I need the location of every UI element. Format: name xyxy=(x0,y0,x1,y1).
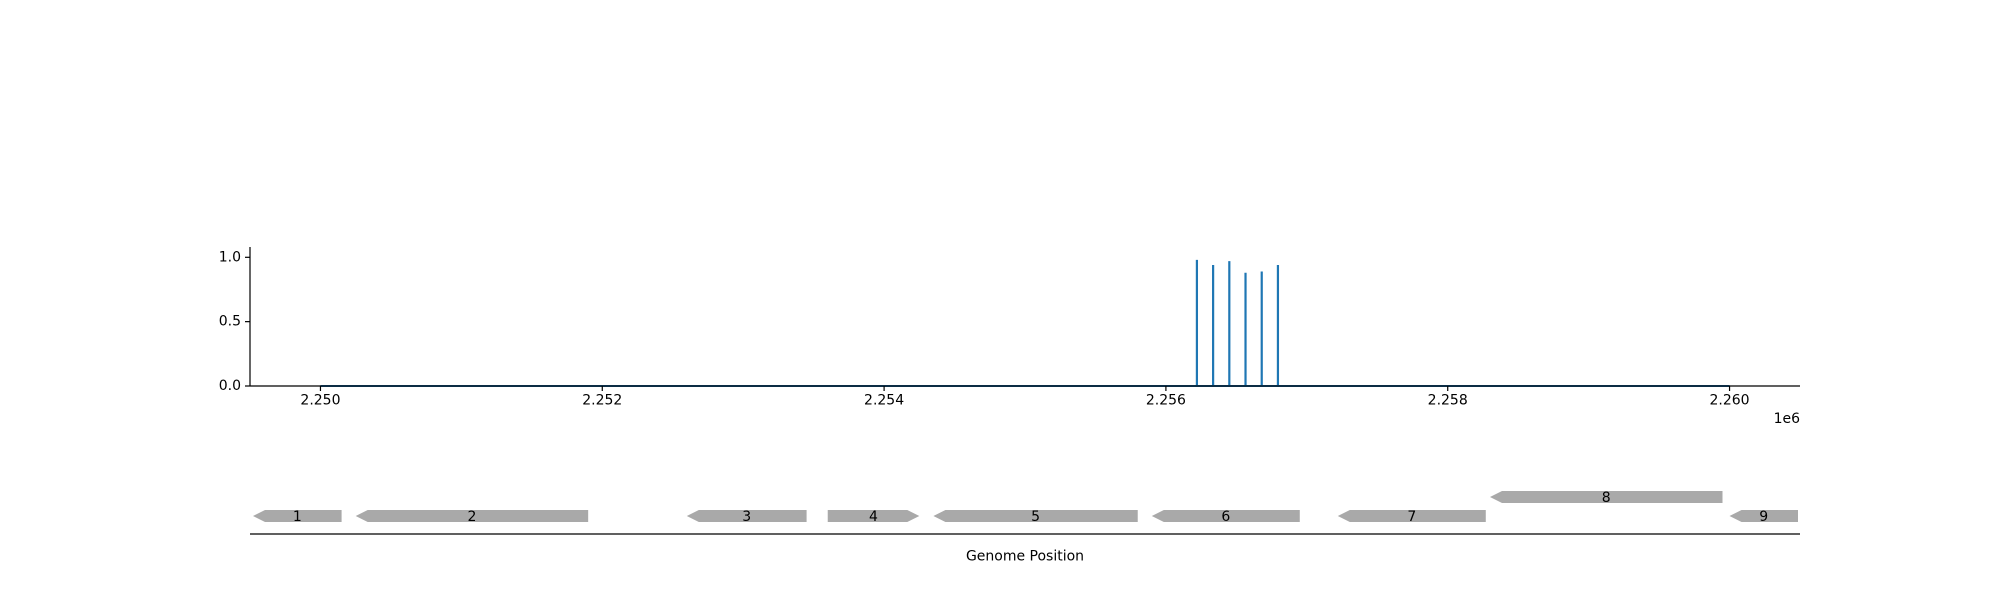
gene-4-arrow xyxy=(827,510,920,522)
gene-8-arrow xyxy=(1490,491,1723,503)
x-ticks: 2.250 2.252 2.254 2.256 2.258 2.260 xyxy=(300,386,1750,409)
x-tick-label: 2.256 xyxy=(1146,393,1186,409)
gene-2-label: 2 xyxy=(467,509,476,525)
x-tick-label: 2.260 xyxy=(1709,393,1749,409)
gene-2-arrow xyxy=(355,510,589,522)
gene-5-arrow xyxy=(933,510,1138,522)
gene-6-arrow xyxy=(1151,510,1300,522)
gene-7-arrow xyxy=(1337,510,1486,522)
gene-7-label: 7 xyxy=(1407,509,1416,525)
coverage-plot: 2.250 2.252 2.254 2.256 2.258 2.260 0.0 0.5 1.0… xyxy=(219,247,1800,427)
y-tick-label: 0.0 xyxy=(219,378,241,394)
gene-8-label: 8 xyxy=(1602,490,1611,506)
gene-6-label: 6 xyxy=(1221,509,1230,525)
gene-5-label: 5 xyxy=(1031,509,1040,525)
gene-3-arrow xyxy=(686,510,807,522)
gene-1-label: 1 xyxy=(293,509,302,525)
x-tick-label: 2.254 xyxy=(864,393,904,409)
genes-group: 1 2 3 4 5 6 7 8 9 xyxy=(253,490,1798,525)
gene-3-label: 3 xyxy=(742,509,751,525)
gene-9-arrow xyxy=(1729,510,1798,522)
gene-track: 1 2 3 4 5 6 7 8 9 Genome Position xyxy=(250,490,1800,565)
x-axis-label: Genome Position xyxy=(966,549,1084,565)
gene-9-label: 9 xyxy=(1759,509,1768,525)
x-tick-label: 2.252 xyxy=(582,393,622,409)
x-tick-label: 2.258 xyxy=(1428,393,1468,409)
x-tick-label: 2.250 xyxy=(300,393,340,409)
gene-1-arrow xyxy=(253,510,342,522)
peaks-group xyxy=(320,259,1730,387)
gene-4-label: 4 xyxy=(869,509,878,525)
y-tick-label: 0.5 xyxy=(219,314,241,330)
y-ticks: 0.0 0.5 1.0 xyxy=(219,249,250,394)
x-offset-label: 1e6 xyxy=(1774,411,1801,427)
y-tick-label: 1.0 xyxy=(219,249,241,265)
